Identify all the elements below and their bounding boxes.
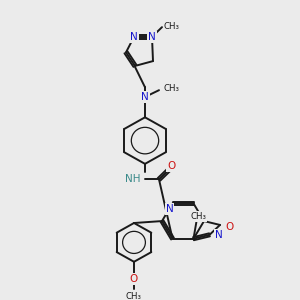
Text: N: N <box>141 92 149 102</box>
Text: O: O <box>225 222 233 232</box>
Text: N: N <box>148 32 156 42</box>
Text: O: O <box>130 274 138 284</box>
Text: N: N <box>166 204 173 214</box>
Text: CH₃: CH₃ <box>190 212 206 221</box>
Text: NH: NH <box>125 174 141 184</box>
Text: CH₃: CH₃ <box>163 84 179 93</box>
Text: CH₃: CH₃ <box>126 292 142 300</box>
Text: N: N <box>214 230 222 240</box>
Text: O: O <box>167 161 175 171</box>
Text: CH₃: CH₃ <box>164 22 180 31</box>
Text: N: N <box>130 32 138 42</box>
